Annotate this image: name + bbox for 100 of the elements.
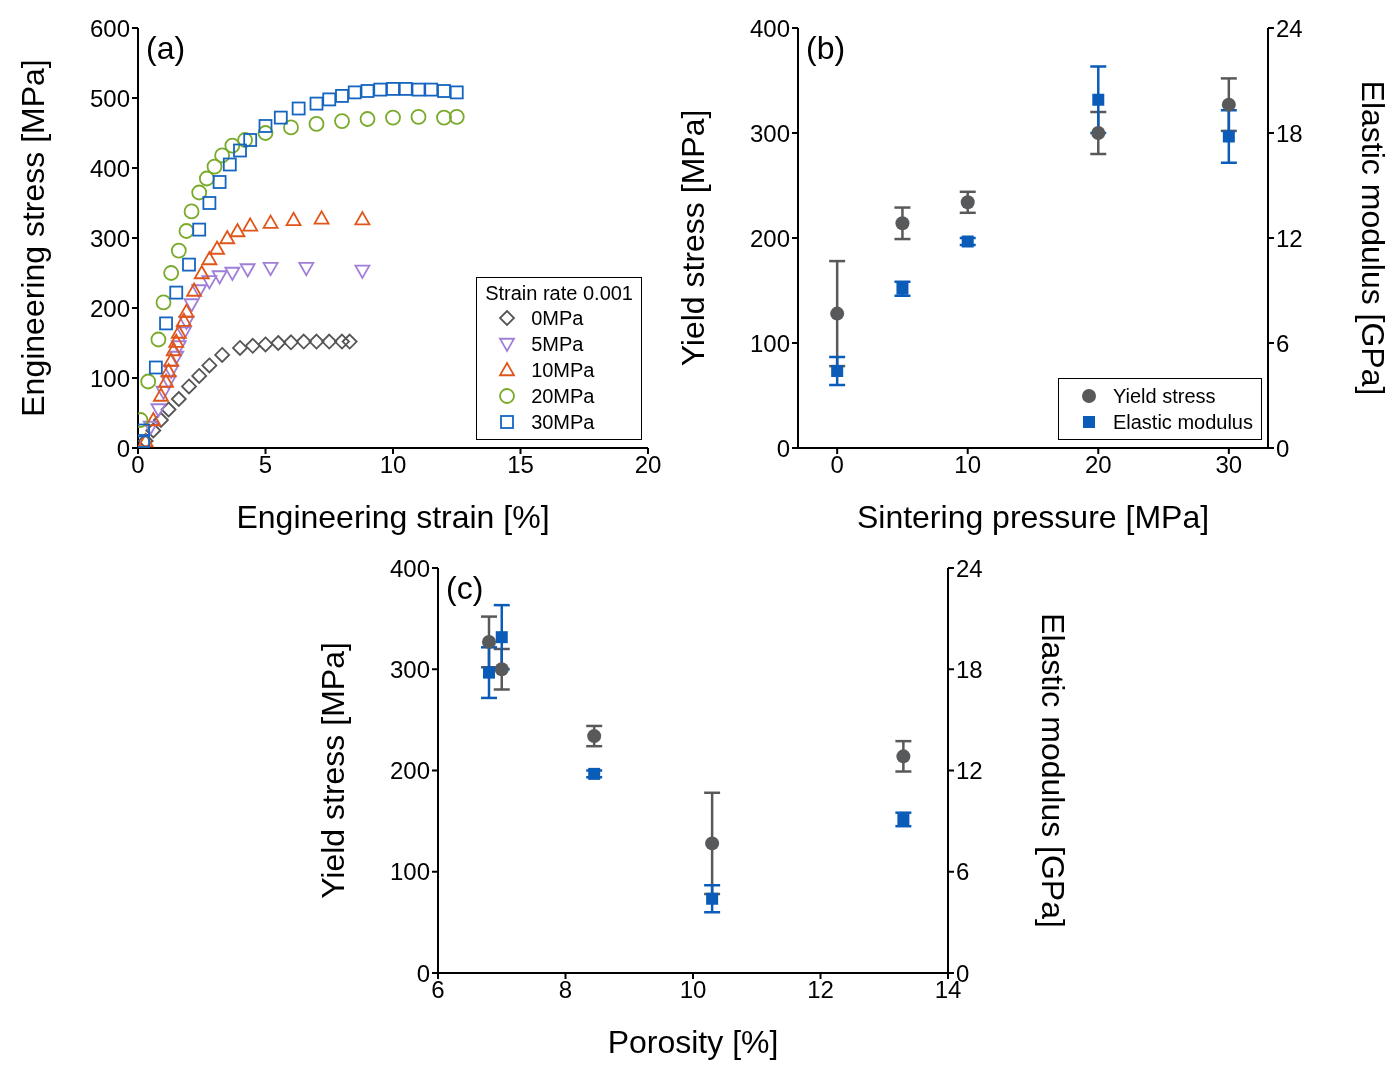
point [308, 333, 325, 350]
point [1222, 130, 1235, 143]
point [181, 378, 197, 395]
y2-tick-label: 24 [956, 554, 983, 582]
point [186, 282, 202, 297]
point [308, 116, 325, 132]
point [150, 403, 167, 418]
annotation: (c) [446, 570, 484, 607]
point [896, 749, 911, 764]
point [182, 257, 196, 272]
point [321, 333, 338, 350]
point [448, 109, 465, 125]
y-tick-label: 100 [89, 364, 130, 392]
point [201, 251, 218, 266]
point [191, 368, 208, 384]
y-tick-label: 300 [89, 224, 130, 252]
x-tick-label: 12 [807, 976, 834, 1004]
x-tick-label: 10 [954, 451, 982, 479]
point [193, 265, 210, 280]
point [706, 892, 719, 905]
point [283, 119, 299, 136]
x-tick-label: 20 [1084, 451, 1112, 479]
point [587, 729, 602, 744]
point [165, 342, 182, 357]
y2-tick-label: 24 [1276, 14, 1303, 42]
point [449, 85, 464, 100]
y2-tick-label: 12 [956, 757, 983, 785]
y-axis-title: Engineering stress [MPa] [15, 59, 52, 417]
y-tick-label: 0 [416, 959, 430, 987]
point [192, 222, 207, 237]
point [273, 110, 288, 125]
point [1092, 93, 1105, 106]
point [163, 352, 180, 367]
y-tick-label: 0 [116, 434, 130, 462]
x-tick-label: 30 [1215, 451, 1243, 479]
y-tick-label: 400 [89, 154, 130, 182]
y-tick-label: 200 [389, 757, 430, 785]
point [212, 175, 227, 189]
point [222, 157, 237, 172]
point [588, 767, 601, 780]
point [170, 324, 187, 339]
y-tick-label: 400 [749, 14, 790, 42]
point [150, 331, 167, 348]
point [243, 133, 258, 147]
point [224, 266, 241, 281]
y-tick-label: 200 [89, 294, 130, 322]
point [373, 82, 388, 97]
y-axis-title: Yield stress [MPa] [315, 642, 352, 899]
point [354, 264, 371, 279]
point [262, 214, 279, 229]
y-tick-label: 100 [389, 858, 430, 886]
x-tick-label: 10 [379, 451, 407, 479]
point [211, 270, 228, 285]
point [159, 316, 173, 331]
point [191, 284, 208, 299]
legend-label: Elastic modulus [1112, 410, 1253, 435]
point [411, 82, 426, 97]
point [347, 85, 362, 100]
point [258, 119, 273, 133]
point [214, 347, 231, 363]
point [168, 333, 185, 348]
point [359, 111, 376, 127]
point [214, 147, 231, 164]
point [410, 109, 427, 125]
point [705, 836, 720, 851]
point [257, 336, 274, 353]
annotation: (a) [146, 30, 186, 67]
point [291, 101, 306, 116]
legend-label: Yield stress [1112, 384, 1216, 409]
point [140, 373, 157, 390]
point [960, 195, 975, 210]
point [483, 666, 495, 679]
point [309, 96, 324, 111]
point [385, 109, 401, 126]
point [201, 275, 218, 290]
point [183, 203, 200, 220]
point [283, 334, 299, 351]
point [229, 223, 246, 238]
point [209, 240, 225, 255]
legend-label: 10MPa [531, 358, 595, 383]
point [169, 285, 184, 300]
point [142, 420, 159, 435]
legend-title: Strain rate 0.001 [485, 282, 633, 305]
y-tick-label: 600 [89, 14, 130, 42]
point [201, 357, 218, 374]
point [1091, 126, 1106, 140]
point [313, 210, 330, 225]
point [239, 263, 256, 278]
x-tick-label: 10 [679, 976, 707, 1004]
point [170, 242, 187, 259]
legend-label: 30MPa [531, 410, 595, 435]
y-tick-label: 500 [89, 84, 130, 112]
point [155, 294, 172, 311]
point [237, 132, 253, 148]
point [232, 340, 248, 356]
point [354, 211, 371, 226]
y2-axis-title: Elastic modulus [GPa] [1034, 613, 1071, 928]
point [257, 125, 274, 141]
point [830, 306, 845, 321]
point [191, 184, 208, 201]
